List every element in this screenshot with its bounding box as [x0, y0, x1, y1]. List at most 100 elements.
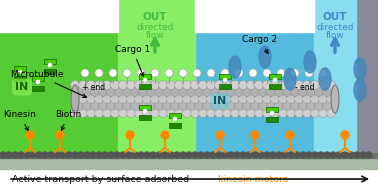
- Circle shape: [348, 152, 354, 158]
- Circle shape: [165, 69, 173, 77]
- Circle shape: [122, 88, 132, 96]
- Circle shape: [191, 94, 200, 103]
- Circle shape: [12, 152, 18, 158]
- Circle shape: [143, 108, 152, 117]
- Circle shape: [228, 152, 234, 158]
- Bar: [19, 71, 21, 73]
- Circle shape: [239, 108, 248, 117]
- Circle shape: [147, 88, 155, 96]
- Bar: [14, 66, 26, 71]
- Bar: [139, 74, 151, 79]
- Circle shape: [319, 80, 327, 90]
- Circle shape: [175, 108, 183, 117]
- Circle shape: [96, 152, 102, 158]
- Circle shape: [143, 94, 152, 103]
- Circle shape: [127, 108, 135, 117]
- Circle shape: [266, 88, 276, 96]
- Bar: [224, 79, 226, 81]
- Bar: [44, 59, 56, 64]
- Circle shape: [126, 131, 134, 139]
- Circle shape: [299, 102, 307, 111]
- Circle shape: [330, 152, 336, 158]
- Circle shape: [246, 80, 256, 90]
- Circle shape: [291, 102, 299, 111]
- Circle shape: [211, 102, 220, 111]
- Circle shape: [294, 94, 304, 103]
- Circle shape: [144, 152, 150, 158]
- Circle shape: [102, 152, 108, 158]
- Circle shape: [279, 80, 288, 90]
- Circle shape: [341, 131, 349, 139]
- Circle shape: [191, 80, 200, 90]
- Circle shape: [162, 152, 168, 158]
- Circle shape: [151, 69, 159, 77]
- Circle shape: [251, 88, 260, 96]
- Circle shape: [90, 102, 99, 111]
- Bar: [139, 105, 151, 110]
- Circle shape: [266, 102, 276, 111]
- Circle shape: [279, 108, 288, 117]
- Circle shape: [138, 152, 144, 158]
- Circle shape: [288, 152, 294, 158]
- Circle shape: [183, 94, 192, 103]
- Circle shape: [174, 152, 180, 158]
- Circle shape: [294, 108, 304, 117]
- Text: Kinesin: Kinesin: [3, 110, 36, 131]
- Circle shape: [234, 152, 240, 158]
- Circle shape: [150, 108, 160, 117]
- Circle shape: [223, 94, 231, 103]
- Circle shape: [322, 102, 332, 111]
- Text: Microtubule: Microtubule: [10, 70, 86, 97]
- Circle shape: [19, 70, 22, 74]
- Circle shape: [207, 69, 215, 77]
- Circle shape: [79, 80, 87, 90]
- Circle shape: [166, 108, 175, 117]
- Circle shape: [262, 94, 271, 103]
- Bar: [32, 86, 44, 91]
- Circle shape: [302, 94, 311, 103]
- Circle shape: [110, 94, 119, 103]
- Circle shape: [87, 94, 96, 103]
- Circle shape: [79, 94, 87, 103]
- Circle shape: [168, 152, 174, 158]
- Circle shape: [258, 152, 264, 158]
- Circle shape: [150, 94, 160, 103]
- Circle shape: [291, 69, 299, 77]
- Circle shape: [132, 152, 138, 158]
- Circle shape: [42, 152, 48, 158]
- Ellipse shape: [319, 68, 331, 90]
- Circle shape: [191, 108, 200, 117]
- Circle shape: [115, 102, 124, 111]
- Bar: [195, 32, 356, 153]
- Bar: [14, 76, 26, 81]
- Circle shape: [155, 102, 164, 111]
- Circle shape: [30, 152, 36, 158]
- Circle shape: [87, 80, 96, 90]
- Circle shape: [135, 80, 144, 90]
- Bar: [266, 117, 278, 122]
- Circle shape: [135, 94, 144, 103]
- Circle shape: [87, 108, 96, 117]
- Bar: [169, 113, 181, 118]
- Circle shape: [226, 88, 235, 96]
- Circle shape: [186, 88, 195, 96]
- Circle shape: [60, 152, 66, 158]
- Circle shape: [271, 108, 279, 117]
- Circle shape: [195, 102, 203, 111]
- Circle shape: [143, 78, 147, 82]
- Bar: [0, 0, 378, 32]
- Circle shape: [143, 80, 152, 90]
- Circle shape: [252, 152, 258, 158]
- Circle shape: [214, 80, 223, 90]
- Bar: [44, 69, 56, 74]
- Circle shape: [118, 108, 127, 117]
- Ellipse shape: [71, 85, 79, 113]
- Circle shape: [204, 152, 210, 158]
- Bar: [32, 76, 44, 81]
- Circle shape: [234, 88, 243, 96]
- Circle shape: [299, 88, 307, 96]
- Circle shape: [273, 78, 277, 82]
- Bar: [0, 32, 195, 153]
- Circle shape: [231, 94, 240, 103]
- Circle shape: [115, 88, 124, 96]
